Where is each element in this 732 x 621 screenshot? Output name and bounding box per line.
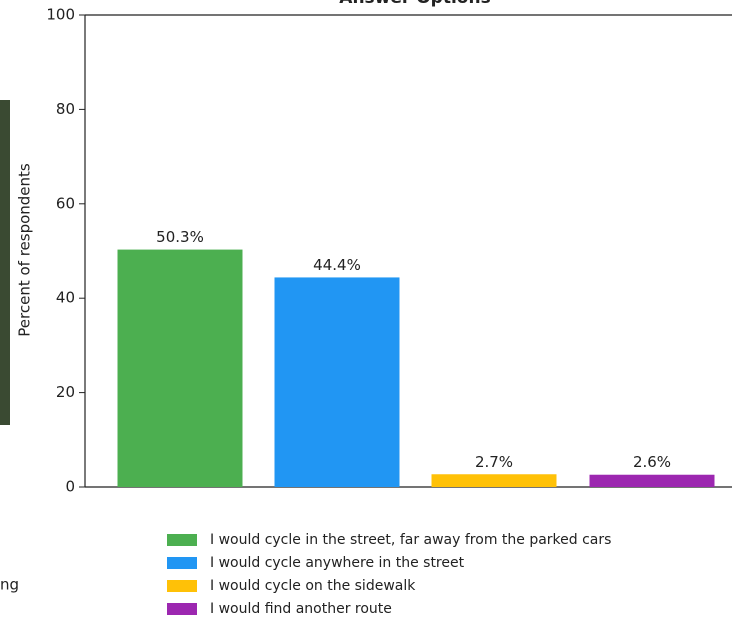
value-label: 44.4% bbox=[313, 256, 361, 274]
y-tick-label: 0 bbox=[65, 478, 75, 496]
value-label: 2.7% bbox=[475, 453, 513, 471]
y-tick-label: 20 bbox=[56, 383, 75, 401]
value-label: 50.3% bbox=[156, 228, 204, 246]
chart-title: Answer Options bbox=[339, 0, 490, 8]
y-axis-label: Percent of respondents bbox=[16, 163, 34, 337]
photo-fragment bbox=[0, 100, 10, 425]
legend-swatch bbox=[167, 580, 197, 592]
legend-swatch bbox=[167, 603, 197, 615]
caption-fragment: ng bbox=[0, 576, 19, 594]
bar bbox=[274, 277, 400, 487]
y-tick-label: 100 bbox=[46, 6, 75, 24]
bar bbox=[431, 474, 557, 487]
legend-label: I would cycle on the sidewalk bbox=[210, 578, 416, 594]
bar bbox=[589, 474, 715, 487]
legend-label: I would cycle in the street, far away fr… bbox=[210, 532, 611, 548]
legend-label: I would cycle anywhere in the street bbox=[210, 555, 465, 571]
y-tick-label: 80 bbox=[56, 100, 75, 118]
legend-label: I would find another route bbox=[210, 601, 392, 617]
legend-swatch bbox=[167, 534, 197, 546]
legend-swatch bbox=[167, 557, 197, 569]
y-tick-label: 40 bbox=[56, 289, 75, 307]
value-label: 2.6% bbox=[633, 453, 671, 471]
y-tick-label: 60 bbox=[56, 194, 75, 212]
bar bbox=[117, 249, 243, 487]
